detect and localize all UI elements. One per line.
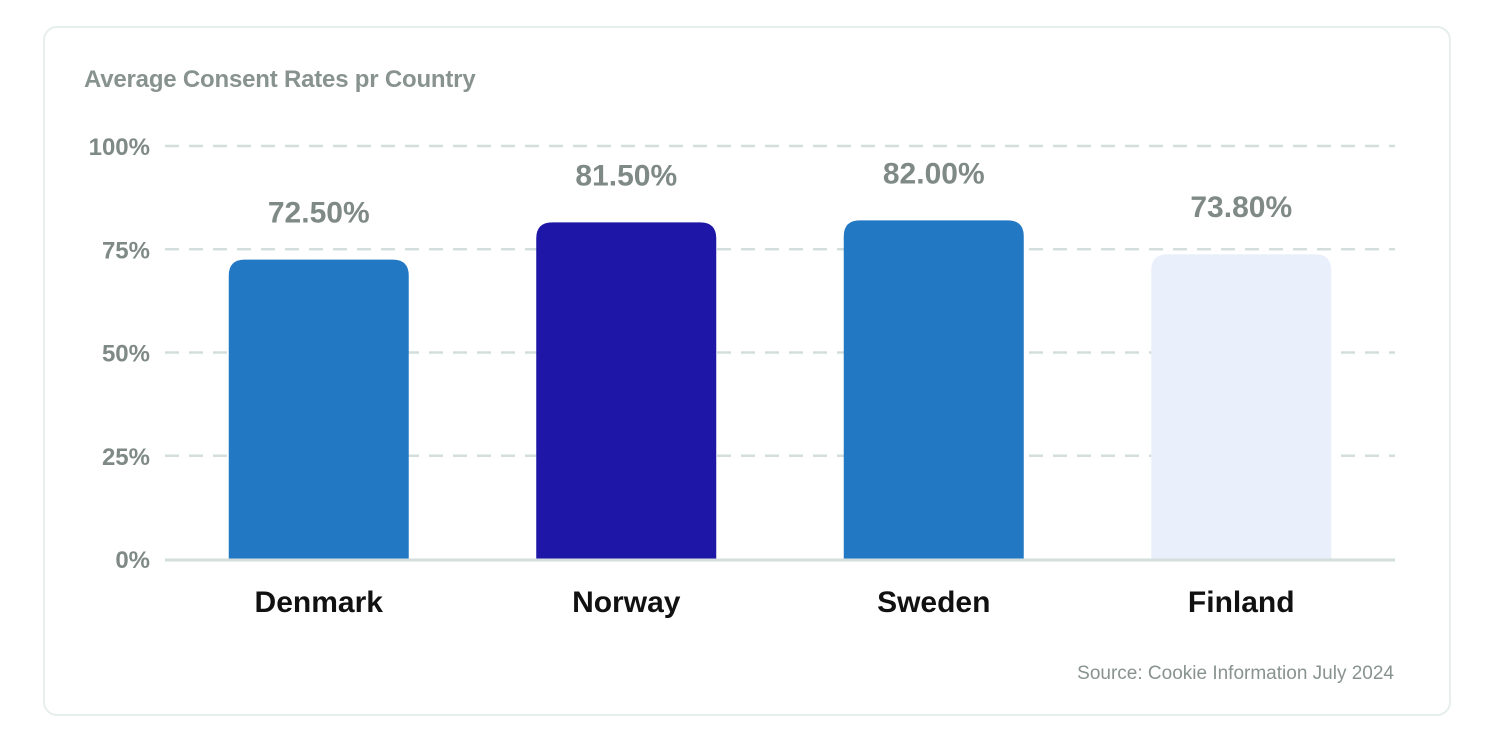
category-label: Norway [572,586,681,619]
data-label: 82.00% [883,157,985,190]
y-tick-label: 50% [102,341,150,368]
category-label: Sweden [877,586,990,619]
y-tick-label: 100% [89,134,150,161]
data-label: 81.50% [575,159,677,192]
data-label: 72.50% [268,197,370,230]
y-tick-label: 0% [115,547,150,574]
data-label: 73.80% [1190,191,1292,224]
chart-title: Average Consent Rates pr Country [84,66,476,93]
bar-finland [1151,254,1332,559]
y-tick-label: 75% [102,237,150,264]
y-tick-label: 25% [102,444,150,471]
bar-denmark [228,259,409,559]
category-label: Denmark [255,586,384,619]
source-note: Source: Cookie Information July 2024 [1077,663,1394,684]
bar-sweden [843,220,1024,559]
category-label: Finland [1188,586,1295,619]
bar-norway [536,222,717,559]
